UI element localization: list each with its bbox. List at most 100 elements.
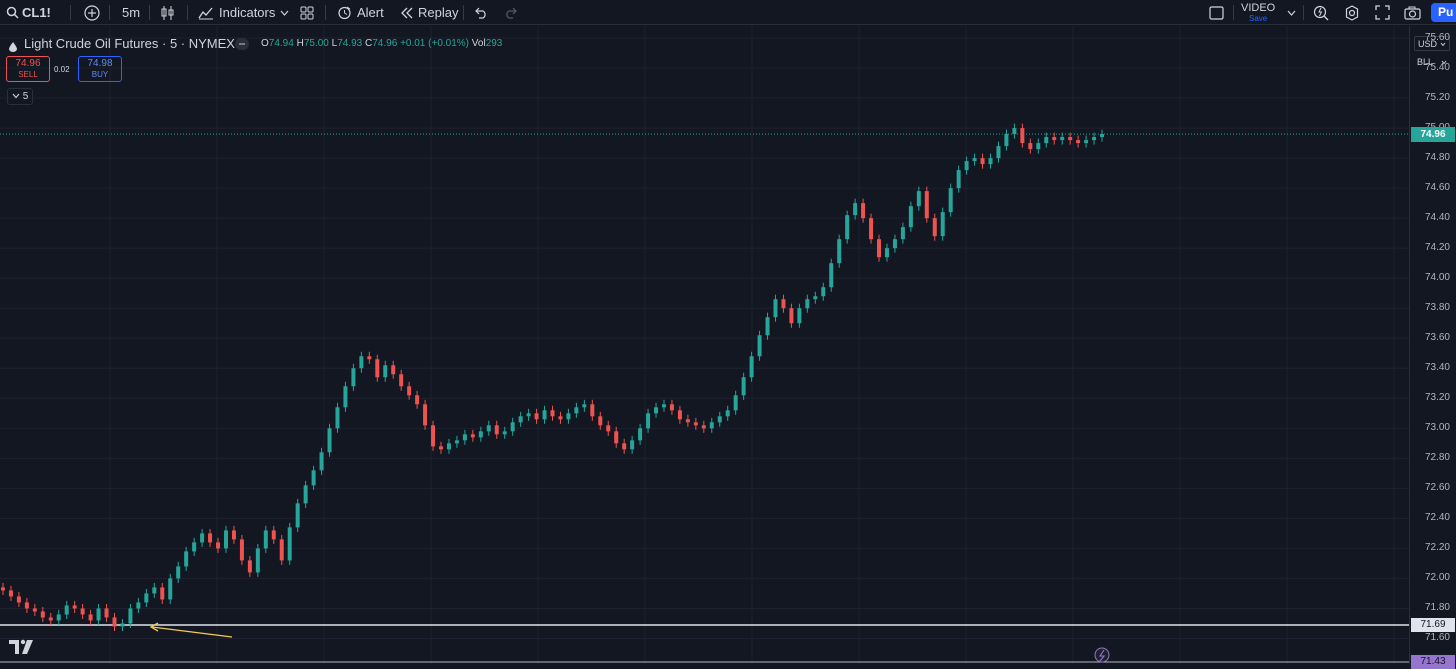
snapshot-button[interactable] [1404, 0, 1421, 25]
price-tick-label: 71.60 [1424, 632, 1450, 644]
camera-icon [1404, 6, 1421, 20]
candle-body [908, 206, 913, 228]
candle-body [48, 617, 53, 621]
candle-body [1036, 143, 1041, 150]
divider [70, 5, 71, 20]
divider [1303, 5, 1304, 20]
candle-body [829, 263, 834, 288]
candle-body [924, 191, 929, 219]
price-tick-label: 73.20 [1424, 392, 1450, 404]
alert-label: Alert [357, 5, 384, 20]
undo-button[interactable] [474, 0, 488, 25]
replay-button[interactable]: Replay [400, 0, 458, 25]
candle-body [725, 410, 730, 417]
hide-legend-button[interactable] [235, 38, 249, 50]
candle-body [757, 335, 762, 357]
currency-label: USD [1418, 39, 1438, 49]
candle-body [1, 587, 5, 591]
low-key: L [331, 38, 338, 49]
buy-button[interactable]: 74.98 BUY [78, 56, 122, 82]
settings-button[interactable] [1344, 0, 1360, 25]
volume-value: 293 [485, 38, 503, 49]
candle-body [168, 578, 173, 600]
lightning-badge[interactable] [1094, 647, 1110, 663]
interval-button[interactable]: 5m [122, 0, 140, 25]
candle-body [1028, 143, 1033, 150]
candle-body [351, 368, 356, 387]
fullscreen-checkbox-button[interactable] [1209, 0, 1224, 25]
candle-body [526, 413, 531, 417]
candle-body [1044, 137, 1049, 144]
publish-button[interactable]: Pu [1431, 3, 1456, 22]
sell-button[interactable]: 74.96 SELL [6, 56, 50, 82]
candle-body [773, 299, 778, 318]
candle-body [1052, 137, 1057, 141]
candle-body [383, 365, 388, 378]
candle-body [1004, 134, 1009, 147]
redo-button[interactable] [504, 0, 518, 25]
candle-body [869, 218, 874, 240]
video-save-button[interactable]: VIDEO Save [1241, 0, 1275, 25]
candle-body [1100, 134, 1104, 138]
indicators-dropdown[interactable] [280, 0, 289, 25]
alert-button[interactable]: Alert [337, 0, 384, 25]
layouts-button[interactable] [300, 0, 314, 25]
candle-body [534, 413, 539, 420]
candle-body [160, 587, 165, 600]
price-tick-label: 75.40 [1424, 62, 1450, 74]
quick-search-button[interactable] [1313, 0, 1329, 25]
symbol-search[interactable]: CL1! [6, 0, 51, 25]
candle-body [64, 605, 69, 615]
candle-body [892, 239, 897, 249]
video-dropdown[interactable] [1287, 0, 1296, 25]
candle-body [367, 356, 372, 360]
fullscreen-icon [1375, 5, 1390, 20]
candle-body [359, 356, 364, 369]
symbol-title[interactable]: Light Crude Oil Futures · 5 · NYMEX [24, 36, 235, 51]
minus-icon [239, 43, 245, 45]
collapse-indicators-button[interactable]: 5 [7, 88, 34, 105]
candle-body [1068, 137, 1073, 141]
candle-body [40, 611, 45, 618]
currency-dropdown[interactable]: USD [1414, 36, 1450, 51]
candle-body [980, 158, 985, 165]
indicators-icon [198, 6, 214, 20]
price-chart[interactable] [0, 26, 1409, 664]
price-tick-label: 73.60 [1424, 332, 1450, 344]
indicators-button[interactable]: Indicators [198, 0, 275, 25]
candle-body [900, 227, 905, 240]
candle-body [654, 407, 659, 414]
price-axis[interactable]: USD BLL 75.6075.4075.2075.0074.8074.6074… [1409, 26, 1456, 669]
fullscreen-button[interactable] [1375, 0, 1390, 25]
candle-body [630, 440, 635, 450]
chevron-down-icon [1441, 55, 1447, 75]
publish-label: Pu [1438, 5, 1454, 19]
grid-icon [300, 6, 314, 20]
candle-body [1012, 128, 1017, 135]
candle-body [582, 404, 587, 408]
video-label: VIDEO [1241, 1, 1276, 14]
search-icon [6, 6, 19, 19]
candle-body [399, 374, 404, 387]
ohlc-values: O74.94 H75.00 L74.93 C74.96 +0.01 (+0.01… [261, 38, 502, 49]
chart-pane[interactable]: Light Crude Oil Futures · 5 · NYMEX O74.… [0, 26, 1409, 664]
candle-body [311, 470, 316, 486]
candle-body [837, 239, 842, 264]
candle-body [1084, 140, 1089, 144]
symbol-label: CL1! [22, 5, 51, 20]
candle-body [136, 602, 141, 609]
price-tick-label: 73.00 [1424, 422, 1450, 434]
unit-dropdown[interactable]: BLL [1414, 55, 1450, 70]
volume-key: Vol [471, 38, 486, 49]
compare-button[interactable] [84, 0, 100, 25]
chart-type-button[interactable] [160, 0, 176, 25]
chevron-down-icon [12, 89, 20, 104]
price-tick-label: 71.80 [1424, 602, 1450, 614]
annotation-arrow[interactable] [149, 622, 233, 638]
buy-price: 74.98 [87, 58, 113, 69]
candle-body [948, 188, 953, 213]
top-toolbar: CL1! 5m Indicators Alert Replay VIDE [0, 0, 1456, 25]
candle-body [216, 542, 221, 549]
plus-circle-icon [84, 4, 100, 21]
candle-body [797, 308, 802, 324]
